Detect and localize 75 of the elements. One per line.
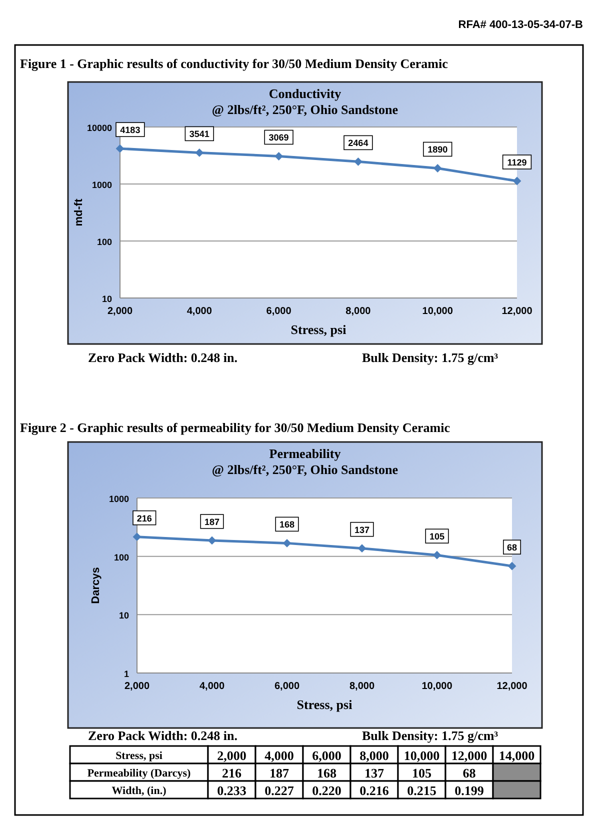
text: 10,000	[404, 748, 440, 763]
text: 4,000	[264, 748, 294, 763]
caption: Figure 1 - Graphic results of conductivity for 30/50 Medium Density Ceramic	[20, 56, 448, 71]
text: 2,000	[217, 748, 246, 763]
text: 216	[222, 766, 242, 780]
x-tick-label: 10,000	[422, 681, 453, 692]
data-label: 2464	[348, 138, 368, 148]
data-label: 1890	[428, 144, 448, 155]
text: 0.233	[217, 783, 247, 798]
chart-subtitle: @ 2lbs/ft², 250°F, Ohio Sandstone	[212, 462, 398, 477]
text: RFA# 400-13-05-34-07-B	[458, 19, 584, 31]
text: 0.215	[407, 783, 437, 798]
data-label: 187	[204, 516, 220, 527]
x-axis-title: Stress, psi	[296, 697, 353, 712]
data-label: 1129	[507, 157, 527, 168]
data-label: 216	[136, 513, 152, 524]
y-axis-title: md-ft	[73, 198, 85, 226]
point	[354, 157, 362, 166]
point	[512, 176, 522, 186]
y-tick-label: 10	[102, 294, 112, 304]
x-tick-label: 8,000	[346, 306, 372, 317]
text: 8,000	[360, 748, 389, 763]
y-tick-label: 1000	[108, 494, 129, 504]
point	[116, 144, 124, 153]
text: 105	[412, 766, 432, 780]
text: 0.227	[264, 783, 294, 798]
point	[195, 148, 204, 157]
text: Zero Pack Width: 0.248 in.	[88, 728, 238, 743]
y-tick-label: 100	[114, 552, 129, 562]
x-tick-label: 2,000	[107, 306, 133, 317]
y-tick-label: 100	[96, 237, 112, 247]
data-label: 168	[279, 520, 295, 530]
text: 6,000	[312, 748, 342, 763]
text: 0.216	[360, 783, 390, 798]
text: Stress, psi	[116, 750, 162, 762]
point	[433, 164, 442, 172]
x-tick-label: 6,000	[266, 306, 292, 317]
text: 68	[462, 766, 476, 780]
caption: Figure 2 - Graphic results of permeability for 30/50 Medium Density Ceramic	[20, 420, 450, 435]
text: 0.199	[454, 783, 484, 798]
data-label: 3541	[189, 129, 210, 140]
x-tick-label: 2,000	[124, 681, 150, 692]
data-label: 4183	[120, 125, 140, 136]
chart-title: Permeability	[269, 446, 342, 461]
y-tick-label: 1000	[92, 180, 112, 190]
x-tick-label: 8,000	[349, 681, 375, 692]
x-tick-label: 10,000	[422, 306, 454, 317]
chart-title: Conductivity	[268, 86, 342, 101]
text: Zero Pack Width: 0.248 in.	[88, 350, 238, 365]
chart-subtitle: @ 2lbs/ft², 250°F, Ohio Sandstone	[212, 102, 398, 117]
x-tick-label: 4,000	[199, 681, 225, 692]
text: Bulk Density: 1.75 g/cm³	[362, 350, 498, 365]
data-label: 68	[506, 542, 518, 553]
x-tick-label: 12,000	[496, 681, 528, 692]
point	[274, 152, 283, 160]
data-label: 105	[429, 532, 445, 542]
text: 187	[270, 766, 290, 780]
text: Permeability (Darcys)	[87, 768, 191, 780]
text: Bulk Density: 1.75 g/cm³	[362, 728, 498, 743]
text: 137	[364, 766, 384, 780]
x-tick-label: 6,000	[274, 681, 300, 692]
text: 0.220	[312, 783, 342, 798]
text: 14,000	[498, 748, 535, 763]
x-axis-title: Stress, psi	[290, 322, 347, 337]
data-label: 3069	[268, 132, 289, 143]
y-tick-label: 10000	[86, 123, 112, 133]
y-tick-label: 10	[118, 610, 129, 621]
text: 12,000	[451, 748, 488, 763]
text: Width, (in.)	[112, 785, 167, 797]
y-tick-label: 1	[124, 669, 129, 679]
x-tick-label: 4,000	[186, 306, 212, 317]
x-tick-label: 12,000	[502, 306, 533, 317]
text: 168	[317, 766, 337, 780]
data-label: 137	[354, 524, 370, 535]
y-axis-title: Darcys	[90, 567, 102, 604]
